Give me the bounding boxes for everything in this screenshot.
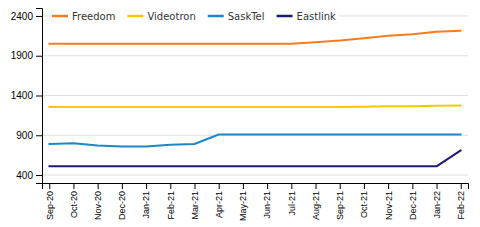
legend: Freedom Videotron SaskTel Eastlink [49,9,339,24]
y-tick-label: 400 [16,170,33,181]
chart: 400 900 1400 1900 2400 Sep-20 Oct-20 Nov-20 Dec-… [0,0,480,227]
x-tick: Oct-20 [69,183,79,218]
x-tick: Sep-20 [45,183,55,220]
y-tick-label: 1400 [11,90,34,101]
x-tick: Feb-21 [166,183,176,220]
legend-label: Videotron [147,11,195,22]
y-tick-label: 1900 [11,50,34,61]
x-tick-mark [170,183,171,189]
series-line [49,31,460,44]
x-tick-mark [243,183,244,189]
x-axis: Sep-20 Oct-20 Nov-20 Dec-20 Jan-21 Feb-21 Mar-… [43,183,469,221]
x-tick-label: Aug-21 [311,191,321,220]
x-tick: Oct-21 [359,183,369,218]
y-tick: 1400 [11,90,42,101]
x-tick-mark [267,183,268,189]
x-tick-label: Oct-21 [359,191,369,218]
x-tick-label: Nov-20 [93,191,103,220]
x-tick-mark [98,183,99,189]
x-tick: Jun-21 [262,183,272,219]
x-axis-line [43,184,469,190]
y-axis: 400 900 1400 1900 2400 [11,9,43,184]
series-line [49,105,460,107]
x-tick-label: Sep-20 [45,191,55,220]
y-tick-label: 2400 [11,11,34,22]
x-tick-mark [122,183,123,189]
x-tick-mark [146,183,147,189]
x-tick-label: Sep-21 [335,191,345,220]
y-tick-label: 900 [16,130,33,141]
x-tick: Aug-21 [311,183,321,220]
legend-item: Eastlink [277,11,336,22]
grid [42,16,468,175]
y-tick-mark [36,96,42,97]
x-tick-label: Jan-22 [432,191,442,219]
x-tick: Nov-21 [384,183,394,220]
x-tick-mark [316,183,317,189]
x-tick-label: Dec-20 [117,191,127,220]
legend-label: Eastlink [297,11,336,22]
x-tick-mark [437,183,438,189]
y-tick-mark [36,56,42,57]
series-line [49,134,460,146]
lines [49,31,460,167]
y-tick-mark [36,16,42,17]
x-tick: Jul-21 [287,183,297,216]
plot: 400 900 1400 1900 2400 Sep-20 Oct-20 Nov-20 Dec-… [11,9,469,222]
series-line [49,150,460,166]
x-tick-mark [219,183,220,189]
x-tick: Feb-22 [456,183,466,220]
legend-label: Freedom [72,11,115,22]
x-tick: Dec-21 [408,183,418,220]
x-tick-label: Dec-21 [408,191,418,220]
y-tick: 900 [16,130,42,141]
legend-swatch [208,15,224,18]
x-tick-mark [73,183,74,189]
y-tick: 2400 [11,11,42,22]
x-tick-label: Jan-21 [141,191,151,219]
y-axis-line [36,9,43,184]
x-tick: Apr-21 [214,183,224,218]
grid-line [42,175,468,176]
legend-label: SaskTel [228,11,265,22]
x-tick-label: Oct-20 [69,191,79,218]
x-tick-mark [461,183,462,189]
x-tick-mark [291,183,292,189]
legend-swatch [127,15,143,18]
x-tick: Dec-20 [117,183,127,220]
grid-line [42,95,468,96]
x-tick-mark [340,183,341,189]
y-tick: 400 [16,170,42,181]
legend-background [49,9,339,24]
x-tick: Jan-22 [432,183,442,219]
x-tick-mark [194,183,195,189]
x-tick-label: Mar-21 [190,191,200,220]
x-tick-label: Jul-21 [287,191,297,216]
x-tick-mark [364,183,365,189]
x-tick: Mar-21 [190,183,200,220]
x-tick-label: Jun-21 [262,191,272,219]
x-tick-label: Feb-21 [166,191,176,220]
y-tick: 1900 [11,50,42,61]
x-tick-label: May-21 [238,191,248,221]
legend-swatch [277,15,293,18]
y-tick-mark [36,135,42,136]
x-tick: Jan-21 [141,183,151,219]
x-tick-label: Apr-21 [214,191,224,218]
x-tick: Sep-21 [335,183,345,220]
legend-item: Freedom [52,11,115,22]
legend-item: Videotron [127,11,195,22]
x-tick-label: Feb-22 [456,191,466,220]
x-tick-label: Nov-21 [384,191,394,220]
y-tick-mark [36,175,42,176]
x-tick: Nov-20 [93,183,103,220]
legend-item: SaskTel [208,11,265,22]
x-tick-mark [49,183,50,189]
x-tick-mark [388,183,389,189]
legend-swatch [52,15,68,18]
x-tick: May-21 [238,183,248,221]
x-tick-mark [412,183,413,189]
grid-line [42,55,468,56]
